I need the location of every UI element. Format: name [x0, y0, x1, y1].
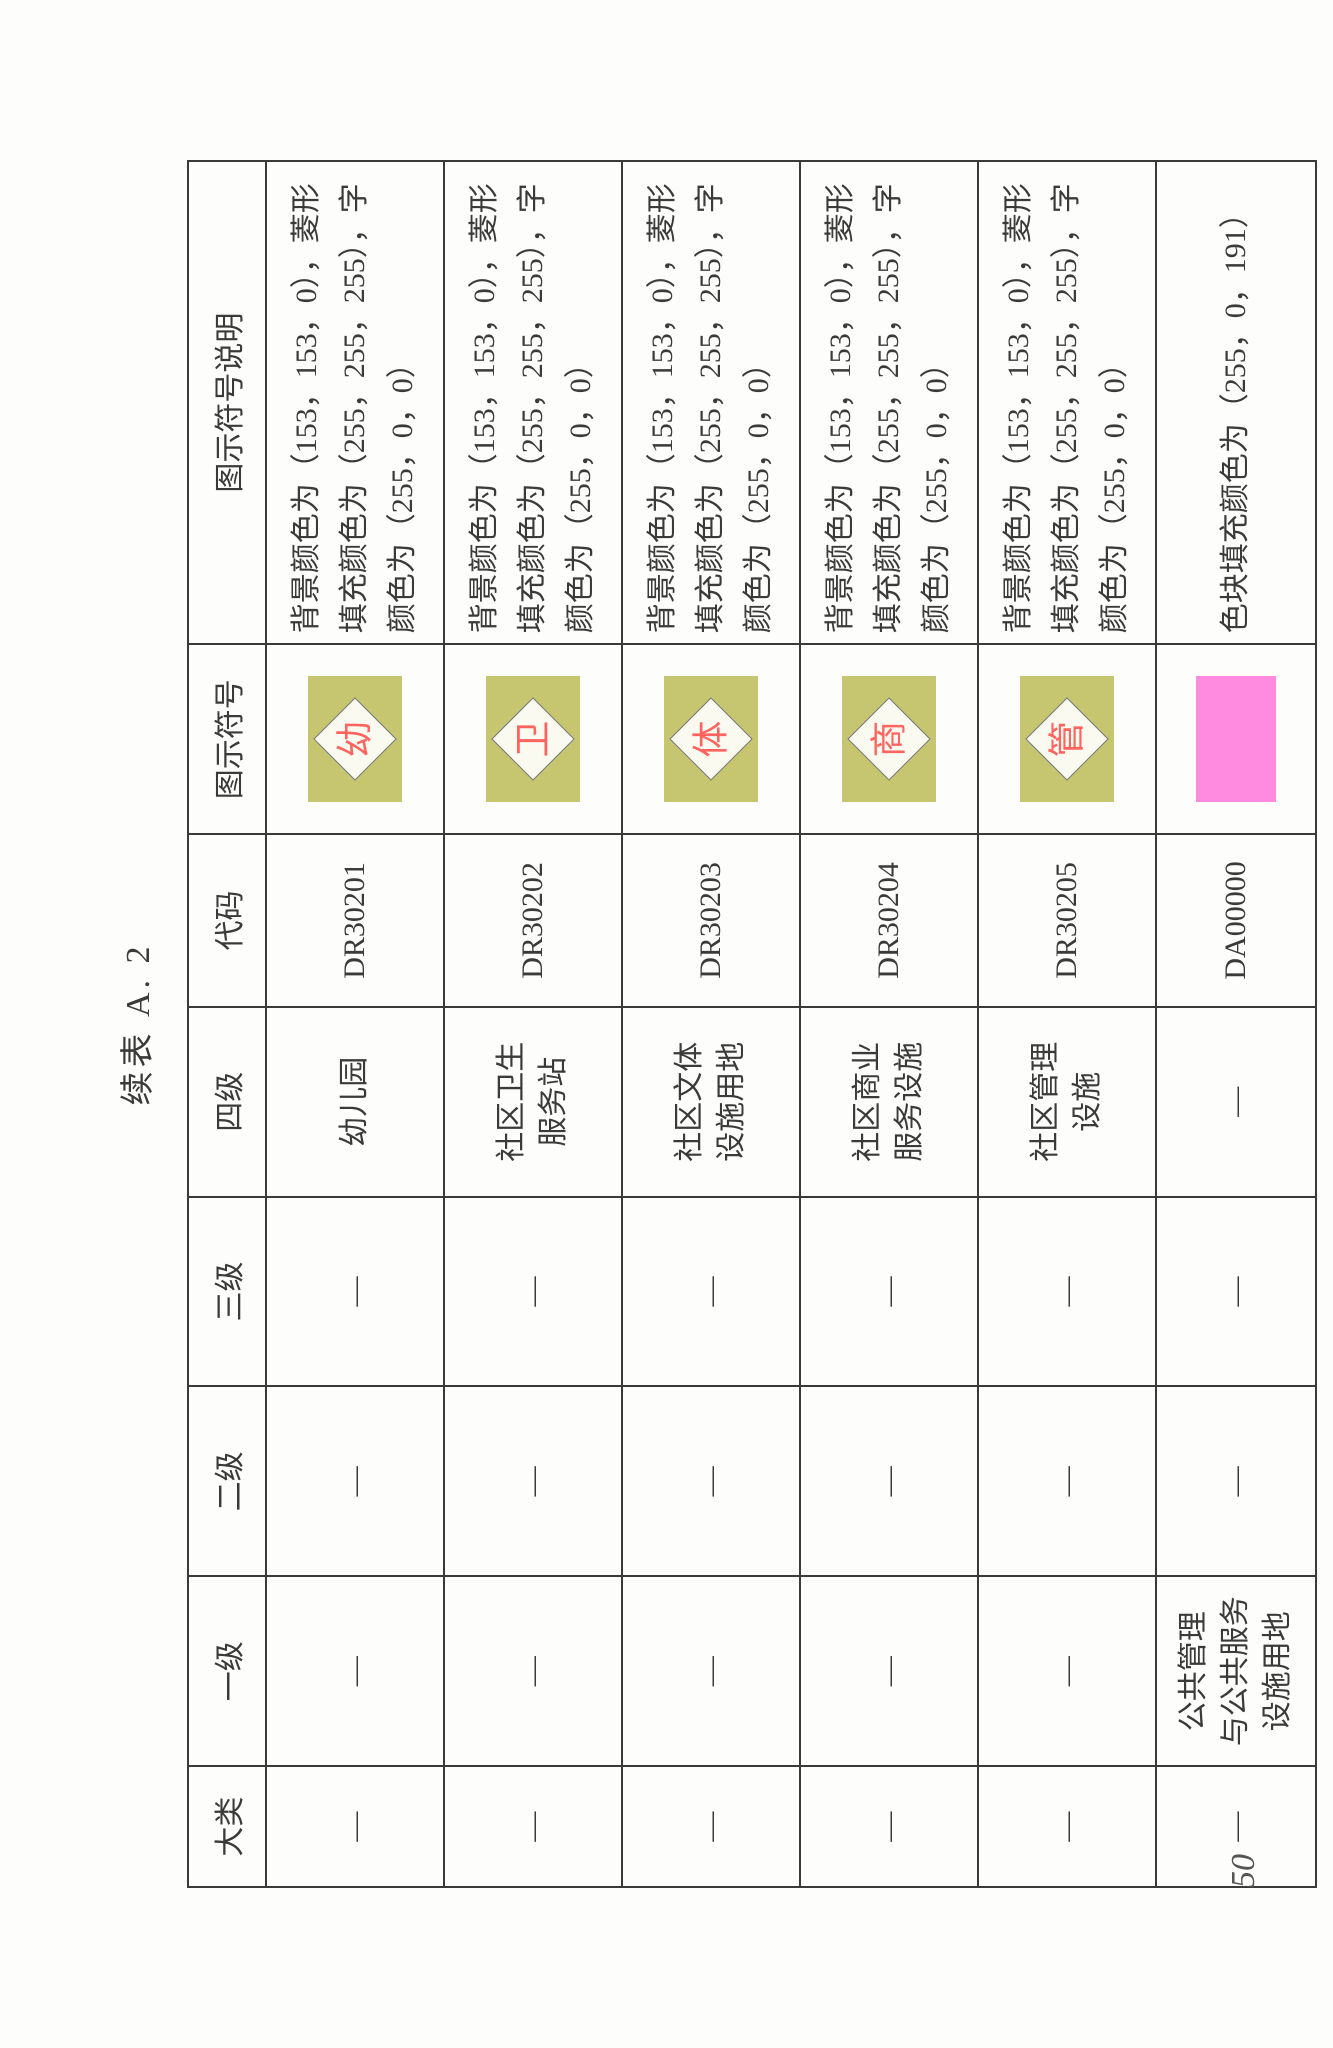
table-cell: 背景颜色为（153，153，0），菱形填充颜色为（255，255，255），字颜… — [978, 161, 1156, 644]
table-cell: DR30201 — [266, 834, 444, 1007]
table-row: ————社区文体设施用地DR30203 体 背景颜色为（153，153，0），菱… — [622, 161, 800, 1887]
table-cell: DR30202 — [444, 834, 622, 1007]
table-cell: — — [444, 1386, 622, 1576]
diamond-symbol-icon: 卫 — [486, 676, 580, 802]
table-cell: 背景颜色为（153，153，0），菱形填充颜色为（255，255，255），字颜… — [622, 161, 800, 644]
table-cell: 社区管理设施 — [978, 1007, 1156, 1197]
col-header: 图示符号说明 — [188, 161, 266, 644]
table-cell: — — [978, 1386, 1156, 1576]
table-cell: — — [1156, 1386, 1316, 1576]
table-cell: — — [266, 1197, 444, 1387]
table-cell: — — [978, 1576, 1156, 1766]
table-cell: DR30204 — [800, 834, 978, 1007]
svg-text:卫: 卫 — [513, 721, 554, 758]
table-cell: — — [266, 1576, 444, 1766]
table-header-row: 大类一级二级三级四级代码图示符号图示符号说明 — [188, 161, 266, 1887]
table-cell: — — [622, 1386, 800, 1576]
svg-text:幼: 幼 — [335, 721, 376, 758]
table-cell: — — [266, 1766, 444, 1887]
table-cell: — — [978, 1197, 1156, 1387]
table-row: —公共管理与公共服务设施用地———DA00000 色块填充颜色为（255，0，1… — [1156, 161, 1316, 1887]
diamond-symbol-icon: 体 — [664, 676, 758, 802]
table-cell: — — [800, 1197, 978, 1387]
col-header: 三级 — [188, 1197, 266, 1387]
col-header: 代码 — [188, 834, 266, 1007]
symbol-cell — [1156, 644, 1316, 834]
table-cell: 色块填充颜色为（255，0，191） — [1156, 161, 1316, 644]
symbol-cell: 管 — [978, 644, 1156, 834]
table-row: ————社区卫生服务站DR30202 卫 背景颜色为（153，153，0），菱形… — [444, 161, 622, 1887]
col-header: 一级 — [188, 1576, 266, 1766]
col-header: 四级 — [188, 1007, 266, 1197]
table-cell: — — [622, 1197, 800, 1387]
table-cell: — — [266, 1386, 444, 1576]
table-cell: 公共管理与公共服务设施用地 — [1156, 1576, 1316, 1766]
svg-text:管: 管 — [1047, 721, 1088, 758]
table-cell: DA00000 — [1156, 834, 1316, 1007]
table-cell: — — [800, 1766, 978, 1887]
table-cell: — — [622, 1576, 800, 1766]
table-cell: — — [800, 1576, 978, 1766]
table-cell: 背景颜色为（153，153，0），菱形填充颜色为（255，255，255），字颜… — [800, 161, 978, 644]
table-row: ————社区商业服务设施DR30204 商 背景颜色为（153，153，0），菱… — [800, 161, 978, 1887]
svg-text:商: 商 — [869, 721, 910, 758]
table-cell: — — [1156, 1197, 1316, 1387]
symbol-cell: 幼 — [266, 644, 444, 834]
col-header: 图示符号 — [188, 644, 266, 834]
table-cell: — — [800, 1386, 978, 1576]
table-cell: 背景颜色为（153，153，0），菱形填充颜色为（255，255，255），字颜… — [444, 161, 622, 644]
table-cell: — — [978, 1766, 1156, 1887]
table-cell: 幼儿园 — [266, 1007, 444, 1197]
table-cell: DR30205 — [978, 834, 1156, 1007]
diamond-symbol-icon: 管 — [1020, 676, 1114, 802]
symbol-cell: 商 — [800, 644, 978, 834]
table-cell: — — [444, 1197, 622, 1387]
diamond-symbol-icon: 商 — [842, 676, 936, 802]
table-cell: 背景颜色为（153，153，0），菱形填充颜色为（255，255，255），字颜… — [266, 161, 444, 644]
symbol-cell: 卫 — [444, 644, 622, 834]
col-header: 二级 — [188, 1386, 266, 1576]
table-caption: 续表 A. 2 — [110, 160, 159, 1888]
table-cell: 社区卫生服务站 — [444, 1007, 622, 1197]
table-cell: — — [1156, 1007, 1316, 1197]
symbol-cell: 体 — [622, 644, 800, 834]
table-cell: DR30203 — [622, 834, 800, 1007]
svg-text:体: 体 — [691, 721, 732, 758]
table-row: ————社区管理设施DR30205 管 背景颜色为（153，153，0），菱形填… — [978, 161, 1156, 1887]
table-cell: — — [444, 1766, 622, 1887]
table-row: ————幼儿园DR30201 幼 背景颜色为（153，153，0），菱形填充颜色… — [266, 161, 444, 1887]
table-cell: 社区商业服务设施 — [800, 1007, 978, 1197]
table-cell: — — [622, 1766, 800, 1887]
table-cell: 社区文体设施用地 — [622, 1007, 800, 1197]
color-block-icon — [1196, 676, 1276, 802]
table-cell: — — [444, 1576, 622, 1766]
symbol-table: 大类一级二级三级四级代码图示符号图示符号说明 ————幼儿园DR30201 幼 … — [187, 160, 1317, 1888]
diamond-symbol-icon: 幼 — [308, 676, 402, 802]
col-header: 大类 — [188, 1766, 266, 1887]
page-number: 50 — [1225, 1854, 1263, 1888]
